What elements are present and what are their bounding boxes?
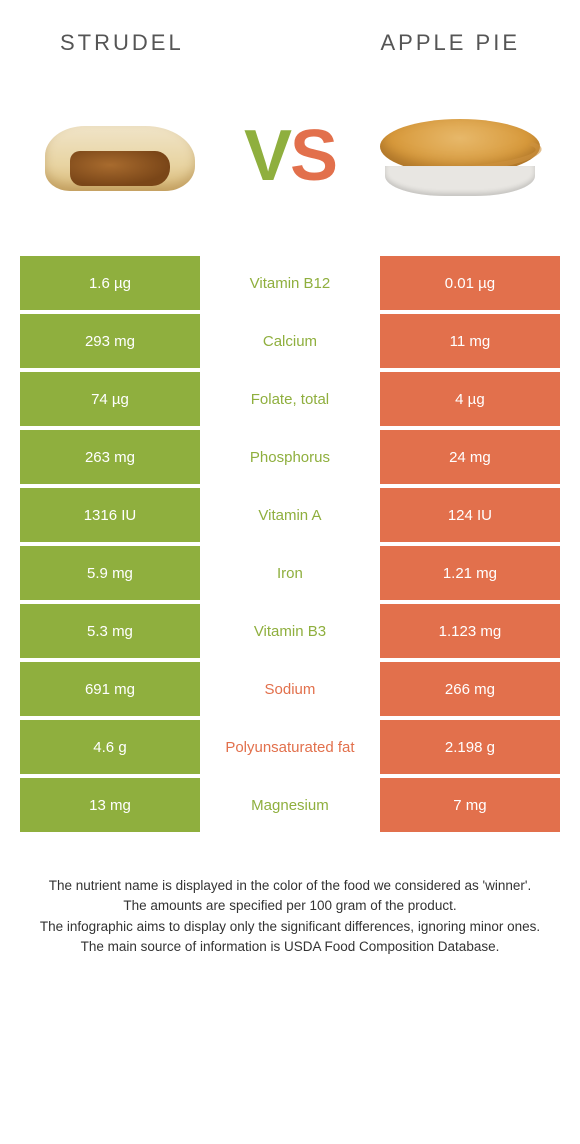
table-row: 13 mgMagnesium7 mg	[20, 778, 560, 832]
cell-nutrient-label: Polyunsaturated fat	[200, 720, 380, 774]
cell-right-value: 7 mg	[380, 778, 560, 832]
table-row: 4.6 gPolyunsaturated fat2.198 g	[20, 720, 560, 774]
cell-left-value: 691 mg	[20, 662, 200, 716]
vs-label: VS	[244, 115, 336, 197]
cell-right-value: 1.21 mg	[380, 546, 560, 600]
cell-left-value: 74 µg	[20, 372, 200, 426]
cell-nutrient-label: Magnesium	[200, 778, 380, 832]
footer-notes: The nutrient name is displayed in the co…	[20, 836, 560, 957]
cell-right-value: 2.198 g	[380, 720, 560, 774]
cell-right-value: 24 mg	[380, 430, 560, 484]
cell-right-value: 0.01 µg	[380, 256, 560, 310]
footer-line: The amounts are specified per 100 gram o…	[30, 896, 550, 916]
vs-v: V	[244, 116, 290, 196]
header: STRUDEL APPLE PIE	[20, 30, 560, 76]
cell-left-value: 13 mg	[20, 778, 200, 832]
cell-nutrient-label: Phosphorus	[200, 430, 380, 484]
table-row: 74 µgFolate, total4 µg	[20, 372, 560, 426]
cell-left-value: 5.9 mg	[20, 546, 200, 600]
cell-nutrient-label: Vitamin B3	[200, 604, 380, 658]
table-row: 263 mgPhosphorus24 mg	[20, 430, 560, 484]
cell-right-value: 11 mg	[380, 314, 560, 368]
cell-nutrient-label: Folate, total	[200, 372, 380, 426]
cell-nutrient-label: Iron	[200, 546, 380, 600]
table-row: 1.6 µgVitamin B120.01 µg	[20, 256, 560, 310]
table-row: 5.9 mgIron1.21 mg	[20, 546, 560, 600]
table-row: 293 mgCalcium11 mg	[20, 314, 560, 368]
strudel-image	[30, 96, 210, 216]
cell-left-value: 5.3 mg	[20, 604, 200, 658]
comparison-table: 1.6 µgVitamin B120.01 µg293 mgCalcium11 …	[20, 256, 560, 832]
title-right: APPLE PIE	[380, 30, 520, 56]
cell-right-value: 1.123 mg	[380, 604, 560, 658]
cell-left-value: 1316 IU	[20, 488, 200, 542]
cell-nutrient-label: Calcium	[200, 314, 380, 368]
vs-s: S	[290, 116, 336, 196]
footer-line: The infographic aims to display only the…	[30, 917, 550, 937]
cell-nutrient-label: Vitamin B12	[200, 256, 380, 310]
cell-right-value: 124 IU	[380, 488, 560, 542]
footer-line: The main source of information is USDA F…	[30, 937, 550, 957]
cell-left-value: 263 mg	[20, 430, 200, 484]
cell-left-value: 4.6 g	[20, 720, 200, 774]
cell-right-value: 266 mg	[380, 662, 560, 716]
table-row: 691 mgSodium266 mg	[20, 662, 560, 716]
footer-line: The nutrient name is displayed in the co…	[30, 876, 550, 896]
cell-nutrient-label: Vitamin A	[200, 488, 380, 542]
hero: VS	[20, 76, 560, 256]
cell-left-value: 293 mg	[20, 314, 200, 368]
cell-nutrient-label: Sodium	[200, 662, 380, 716]
title-left: STRUDEL	[60, 30, 184, 56]
table-row: 5.3 mgVitamin B31.123 mg	[20, 604, 560, 658]
cell-right-value: 4 µg	[380, 372, 560, 426]
cell-left-value: 1.6 µg	[20, 256, 200, 310]
table-row: 1316 IUVitamin A124 IU	[20, 488, 560, 542]
apple-pie-image	[370, 96, 550, 216]
